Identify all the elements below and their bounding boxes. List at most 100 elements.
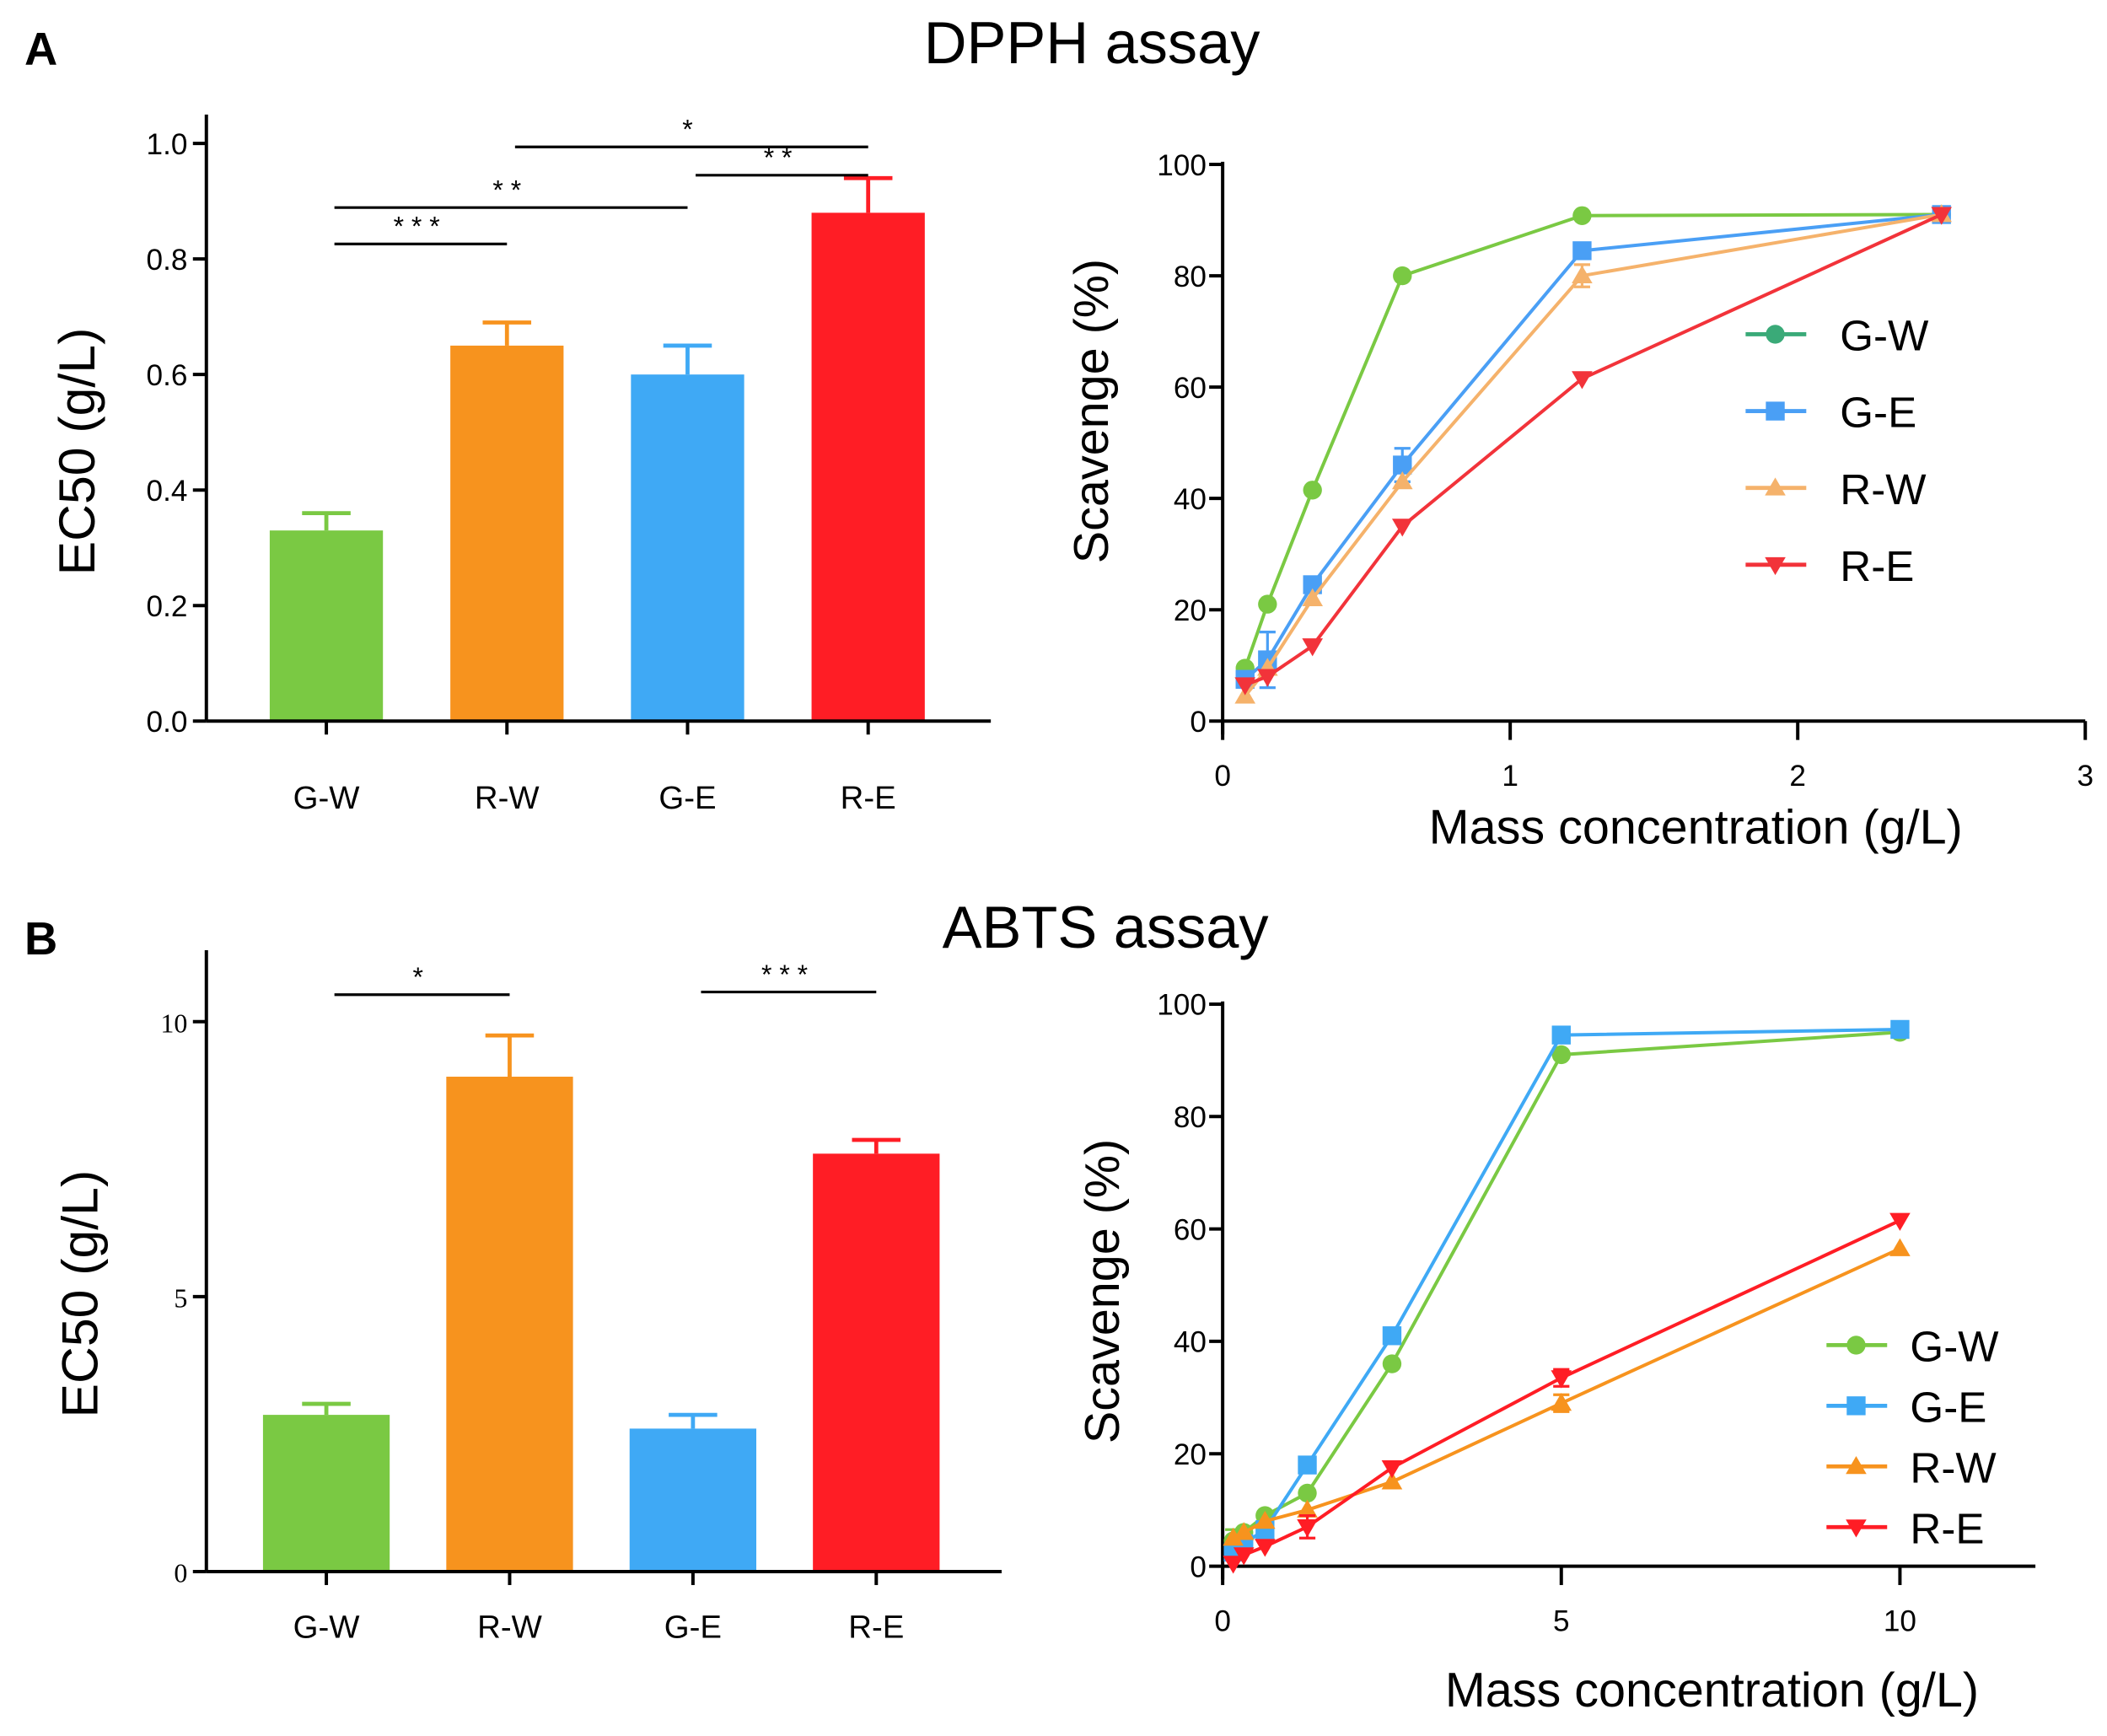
- series-G-E: [1235, 205, 1951, 690]
- y-tick-label: 0.2: [147, 590, 188, 623]
- x-tick-label: G-E: [658, 780, 716, 816]
- y-tick-label: 100: [1157, 989, 1207, 1022]
- marker-triangle-up: [1391, 471, 1413, 490]
- x-tick-label: 10: [1884, 1604, 1916, 1637]
- marker-triangle-down: [1257, 669, 1278, 687]
- significance-label: *: [682, 115, 692, 145]
- marker-circle: [1572, 206, 1592, 225]
- y-tick-label: 0.6: [147, 359, 188, 392]
- marker-triangle-down: [1302, 638, 1324, 657]
- marker-square: [1766, 401, 1785, 421]
- series-line: [1244, 212, 1943, 697]
- bar-R-E: [811, 212, 925, 722]
- y-tick-label: 5: [174, 1284, 187, 1314]
- legend: G-W G-E R-W R-E: [1826, 1323, 1999, 1552]
- series-R-E: [1223, 1212, 1911, 1574]
- series-line: [1232, 1247, 1901, 1540]
- abts-bar: G-W R-W G-E R-E 0 5 10 EC50 (g/L) * * * *: [51, 950, 1002, 1645]
- marker-triangle-down: [1572, 371, 1593, 390]
- marker-circle: [1393, 266, 1412, 286]
- x-tick-label: G-W: [293, 780, 361, 816]
- series-line: [1243, 212, 1942, 669]
- y-tick-label: 80: [1174, 261, 1207, 293]
- x-tick-label: G-W: [293, 1609, 361, 1645]
- series-line: [1232, 1027, 1900, 1554]
- legend-label: R-E: [1840, 542, 1914, 590]
- marker-triangle-up: [1233, 1522, 1255, 1540]
- bar-G-W: [262, 1415, 390, 1572]
- y-axis-label: Scavenge (%): [1076, 1139, 1130, 1443]
- marker-triangle-down: [1255, 1539, 1276, 1557]
- x-tick-label: 0: [1214, 760, 1231, 793]
- marker-circle: [1258, 594, 1277, 614]
- y-axis-label: Scavenge (%): [1065, 259, 1119, 563]
- significance-label: * *: [492, 175, 521, 206]
- marker-triangle-down: [1381, 1459, 1403, 1479]
- marker-square: [1393, 455, 1412, 475]
- x-tick-label: 2: [1789, 760, 1806, 793]
- y-tick-label: 60: [1174, 1213, 1207, 1246]
- marker-triangle-up: [1255, 1510, 1276, 1529]
- bar-G-W: [269, 530, 384, 722]
- series-line: [1232, 1218, 1901, 1565]
- series-R-W: [1223, 1238, 1911, 1546]
- y-tick-label: 0.4: [147, 475, 188, 508]
- marker-square: [1846, 1396, 1866, 1416]
- y-tick-label: 1.0: [147, 128, 188, 161]
- x-tick-label: R-W: [477, 1609, 542, 1645]
- marker-circle: [1846, 1336, 1866, 1355]
- marker-triangle-down: [1765, 556, 1786, 576]
- y-tick-label: 0.0: [147, 706, 188, 739]
- marker-circle: [1382, 1354, 1402, 1373]
- y-axis-label: EC50 (g/L): [51, 1170, 108, 1418]
- marker-triangle-up: [1846, 1455, 1867, 1475]
- dpph-title: DPPH assay: [924, 9, 1260, 76]
- marker-square: [1890, 1019, 1910, 1040]
- series-line: [1244, 212, 1943, 687]
- series-G-W: [1223, 1023, 1910, 1554]
- y-tick-label: 40: [1174, 483, 1207, 516]
- panel-label-b: B: [24, 913, 57, 965]
- legend-label: G-W: [1910, 1323, 1999, 1371]
- y-tick-label: 100: [1157, 149, 1207, 182]
- bar-R-W: [446, 1077, 573, 1572]
- marker-triangle-up: [1572, 265, 1593, 284]
- marker-triangle-down: [1551, 1370, 1572, 1389]
- series-line: [1232, 1030, 1900, 1543]
- x-tick-label: R-E: [841, 780, 896, 816]
- x-tick-label: 0: [1214, 1604, 1231, 1637]
- legend-label: R-W: [1840, 465, 1927, 513]
- marker-circle: [1298, 1483, 1317, 1503]
- x-tick-label: 1: [1502, 760, 1518, 793]
- bar-G-E: [631, 374, 744, 722]
- abts-line: 0 20 40 60 80 100 0 5 10 Scavenge (%) Mass concent…: [1076, 989, 2036, 1717]
- marker-square: [1572, 241, 1592, 261]
- y-tick-label: 20: [1174, 1438, 1207, 1471]
- marker-triangle-down: [1889, 1212, 1911, 1231]
- marker-triangle-down: [1297, 1518, 1318, 1538]
- x-tick-label: 5: [1553, 1604, 1570, 1637]
- x-tick-label: R-E: [848, 1609, 904, 1645]
- y-tick-label: 40: [1174, 1326, 1207, 1359]
- marker-triangle-down: [1233, 1547, 1255, 1566]
- y-tick-label: 0: [1190, 1551, 1207, 1583]
- legend-label: R-E: [1910, 1504, 1984, 1552]
- legend-label: G-E: [1840, 389, 1916, 437]
- dpph-bar: G-W R-W G-E R-E 0.0 0.2 0.4 0.6 0.8 1.0 EC50 (g/L)…: [48, 115, 992, 816]
- dpph-line: 0 20 40 60 80 100 0 1 2 3 Scavenge (%) Mass concent…: [1065, 149, 2094, 855]
- panel-label-a: A: [24, 24, 57, 75]
- marker-triangle-up: [1223, 1527, 1244, 1546]
- significance-label: * * *: [394, 212, 440, 242]
- y-tick-label: 0: [1190, 706, 1207, 739]
- marker-triangle-down: [1931, 207, 1953, 225]
- bar-R-W: [450, 345, 564, 722]
- x-axis-label: Mass concentration (g/L): [1445, 1663, 1979, 1717]
- marker-triangle-up: [1889, 1238, 1911, 1256]
- marker-circle: [1303, 481, 1322, 500]
- marker-triangle-down: [1234, 677, 1256, 696]
- marker-circle: [1551, 1045, 1571, 1065]
- legend: G-W G-E R-W R-E: [1745, 312, 1929, 590]
- marker-square: [1551, 1025, 1571, 1045]
- legend-label: G-E: [1910, 1384, 1986, 1432]
